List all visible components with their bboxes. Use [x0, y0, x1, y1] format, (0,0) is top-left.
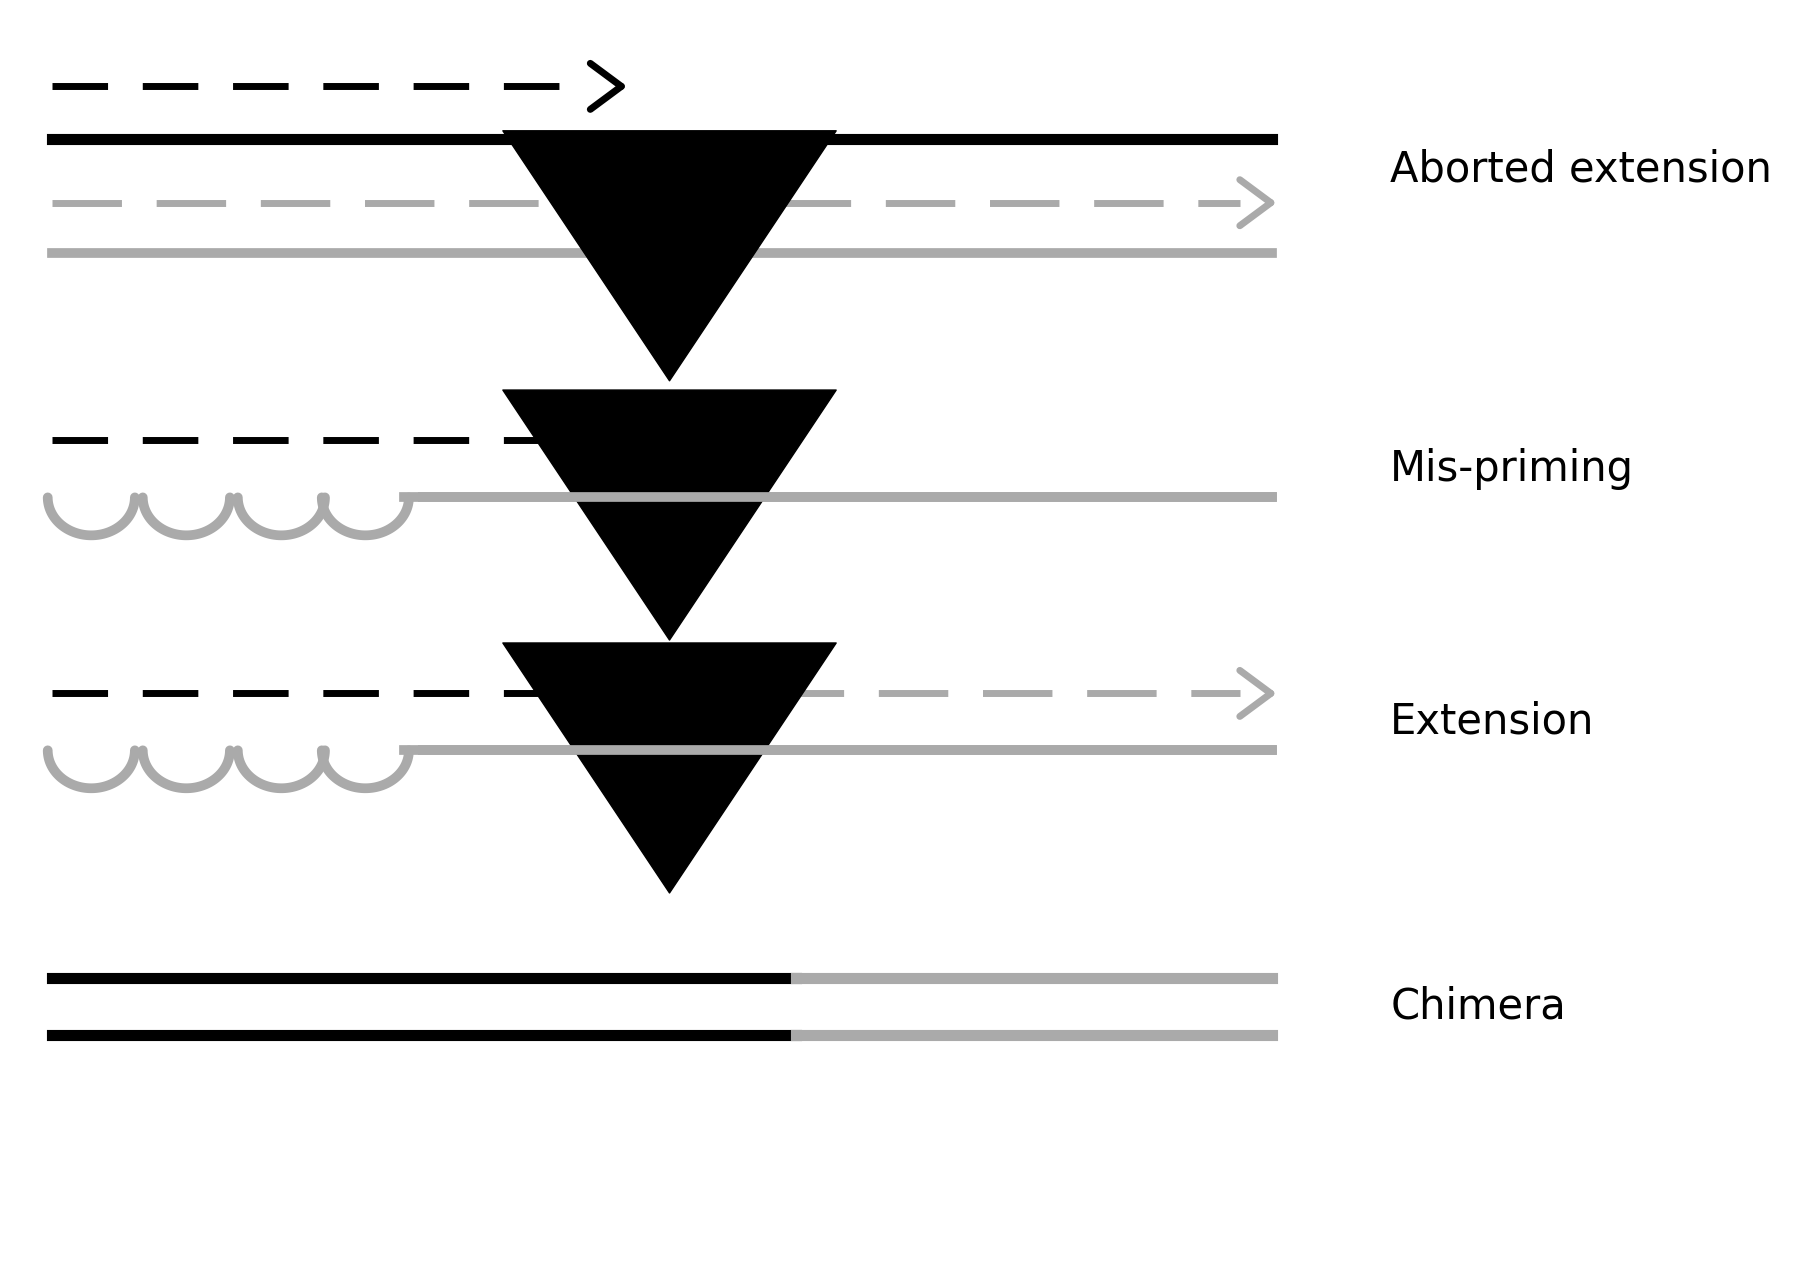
Text: Mis-priming: Mis-priming [1390, 448, 1634, 490]
Text: Aborted extension: Aborted extension [1390, 149, 1773, 191]
Text: Chimera: Chimera [1390, 985, 1566, 1027]
Text: Extension: Extension [1390, 701, 1595, 743]
